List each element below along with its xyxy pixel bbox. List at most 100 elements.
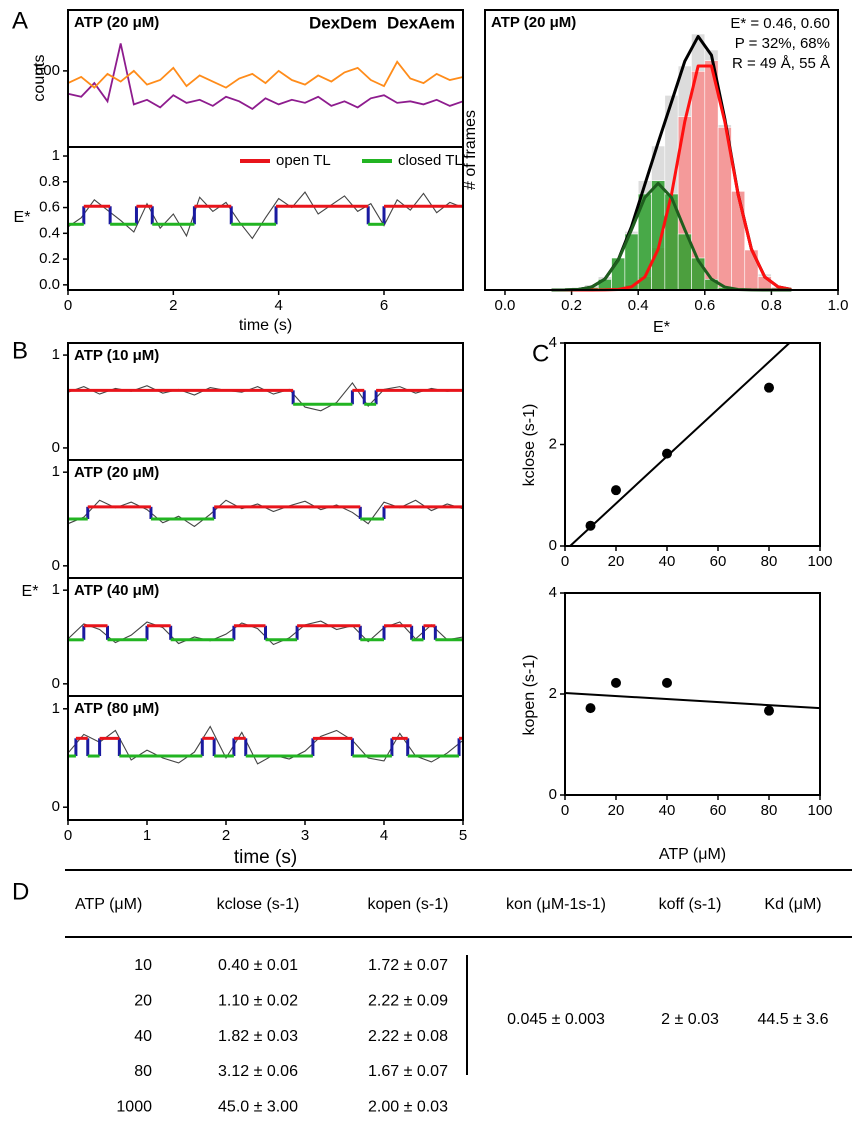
panel-label: D bbox=[12, 878, 29, 905]
y-tick-label: 4 bbox=[549, 334, 557, 351]
annotation: P = 32%, 68% bbox=[735, 35, 830, 52]
x-tick-label: 4 bbox=[274, 297, 282, 314]
table-cell: 44.5 ± 3.6 bbox=[757, 1011, 828, 1028]
annotation: R = 49 Å, 55 Å bbox=[732, 55, 830, 72]
x-tick-label: 60 bbox=[710, 802, 727, 819]
x-tick-label: 4 bbox=[380, 827, 388, 844]
table-header: ATP (μM) bbox=[75, 896, 142, 913]
x-axis-label: E* bbox=[653, 319, 670, 336]
x-tick-label: 0.4 bbox=[628, 297, 649, 314]
panel-title: ATP (40 μM) bbox=[74, 582, 159, 599]
y-axis-label: kopen (s-1) bbox=[521, 655, 538, 736]
panel-label: C bbox=[532, 340, 549, 367]
x-tick-label: 0 bbox=[64, 827, 72, 844]
table-cell: 1.67 ± 0.07 bbox=[368, 1063, 448, 1080]
fit-line bbox=[564, 691, 821, 710]
y-axis-label: E* bbox=[22, 583, 39, 600]
plot-frame bbox=[67, 146, 464, 291]
data-point bbox=[585, 703, 596, 714]
table-cell: 1.82 ± 0.03 bbox=[218, 1028, 298, 1045]
x-tick-label: 80 bbox=[761, 802, 778, 819]
x-axis-label: time (s) bbox=[234, 847, 297, 868]
fit-line bbox=[569, 342, 791, 547]
table-cell: 2.00 ± 0.03 bbox=[368, 1098, 448, 1115]
y-tick-label: 2 bbox=[549, 685, 557, 702]
x-tick-label: 0 bbox=[561, 802, 569, 819]
legend-label: closed TL bbox=[398, 152, 463, 169]
y-tick-label: 0.8 bbox=[39, 173, 60, 190]
x-tick-label: 0.0 bbox=[495, 297, 516, 314]
x-tick-label: 0 bbox=[561, 553, 569, 570]
y-axis-label: # of frames bbox=[462, 110, 479, 190]
table-cell: 45.0 ± 3.00 bbox=[218, 1098, 298, 1115]
panel-title: ATP (20 μM) bbox=[74, 464, 159, 481]
trace bbox=[67, 43, 464, 111]
x-tick-label: 2 bbox=[169, 297, 177, 314]
table-cell: 0.40 ± 0.01 bbox=[218, 957, 298, 974]
data-point bbox=[662, 677, 672, 688]
legend-label: DexDem bbox=[309, 13, 377, 32]
table-header: Kd (μM) bbox=[764, 896, 821, 913]
panel-title: ATP (80 μM) bbox=[74, 700, 159, 717]
legend-label: open TL bbox=[276, 152, 331, 169]
x-tick-label: 2 bbox=[222, 827, 230, 844]
plot-frame bbox=[564, 342, 821, 547]
x-tick-label: 80 bbox=[761, 553, 778, 570]
data-point bbox=[662, 448, 672, 459]
legend-label: DexAem bbox=[387, 13, 455, 32]
table-cell: 1.72 ± 0.07 bbox=[368, 957, 448, 974]
table-cell: 0.045 ± 0.003 bbox=[507, 1011, 605, 1028]
y-tick-label: 0.2 bbox=[39, 250, 60, 267]
table-header: kon (μM-1s-1) bbox=[506, 896, 606, 913]
panel-label: B bbox=[12, 337, 28, 364]
x-tick-label: 100 bbox=[807, 553, 832, 570]
data-point bbox=[764, 382, 774, 393]
trace bbox=[67, 60, 464, 89]
panel-label: A bbox=[12, 7, 28, 34]
trace bbox=[67, 725, 464, 765]
y-tick-label: 1 bbox=[52, 346, 60, 363]
x-axis-label: ATP (μM) bbox=[659, 846, 726, 863]
data-point bbox=[611, 485, 621, 496]
table-cell: 2 ± 0.03 bbox=[661, 1011, 719, 1028]
table-header: koff (s-1) bbox=[659, 896, 722, 913]
x-tick-label: 0.8 bbox=[761, 297, 782, 314]
x-axis-label: time (s) bbox=[239, 317, 292, 334]
data-point bbox=[585, 520, 596, 531]
x-tick-label: 5 bbox=[459, 827, 467, 844]
x-tick-label: 0 bbox=[64, 297, 72, 314]
x-tick-label: 40 bbox=[659, 802, 676, 819]
trace bbox=[67, 499, 464, 528]
x-tick-label: 0.6 bbox=[694, 297, 715, 314]
y-tick-label: 0 bbox=[549, 786, 557, 803]
trace bbox=[67, 382, 464, 412]
x-tick-label: 6 bbox=[380, 297, 388, 314]
panel-title: ATP (20 μM) bbox=[491, 14, 576, 31]
table-header: kclose (s-1) bbox=[217, 896, 300, 913]
table-cell: 20 bbox=[134, 993, 152, 1010]
y-tick-label: 1 bbox=[52, 700, 60, 717]
panel-title: ATP (10 μM) bbox=[74, 347, 159, 364]
y-tick-label: 0 bbox=[52, 439, 60, 456]
trace bbox=[67, 191, 464, 240]
y-tick-label: 0 bbox=[52, 798, 60, 815]
table-cell: 3.12 ± 0.06 bbox=[218, 1063, 298, 1080]
table-cell: 2.22 ± 0.09 bbox=[368, 993, 448, 1010]
y-tick-label: 1 bbox=[52, 581, 60, 598]
annotation: E* = 0.46, 0.60 bbox=[730, 15, 830, 32]
y-tick-label: 2 bbox=[549, 435, 557, 452]
x-tick-label: 20 bbox=[608, 553, 625, 570]
table-cell: 1000 bbox=[116, 1098, 152, 1115]
data-point bbox=[611, 677, 621, 688]
histogram-bar bbox=[731, 191, 746, 291]
histogram-bar bbox=[704, 60, 719, 291]
y-tick-label: 4 bbox=[549, 584, 557, 601]
y-tick-label: 500 bbox=[35, 62, 60, 79]
table-cell: 80 bbox=[134, 1063, 152, 1080]
data-point bbox=[764, 705, 774, 716]
x-tick-label: 100 bbox=[807, 802, 832, 819]
plot-frame bbox=[484, 9, 839, 291]
x-tick-label: 0.2 bbox=[561, 297, 582, 314]
